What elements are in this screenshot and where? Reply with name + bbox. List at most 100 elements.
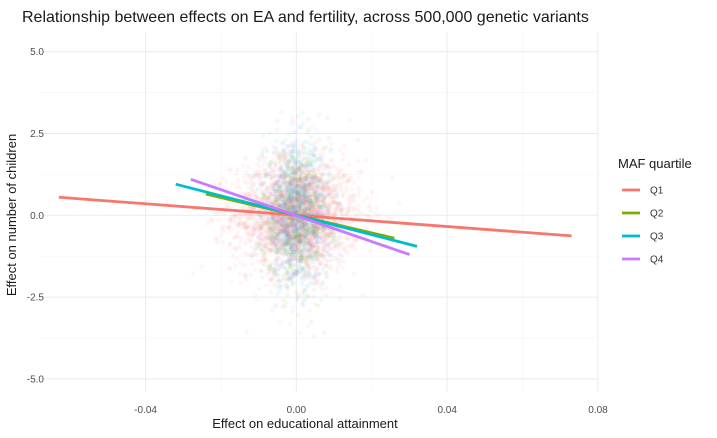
scatter-point [304, 199, 310, 205]
scatter-point [257, 213, 262, 218]
scatter-point [285, 275, 291, 281]
scatter-point [273, 215, 279, 221]
scatter-point [266, 231, 272, 237]
scatter-point [333, 199, 338, 205]
scatter-point [268, 228, 274, 234]
scatter-point [307, 252, 313, 257]
scatter-point [300, 251, 306, 257]
scatter-point [328, 157, 334, 162]
scatter-point [276, 219, 281, 225]
scatter-point [270, 242, 275, 248]
scatter-point [249, 261, 255, 267]
scatter-point [265, 185, 270, 190]
scatter-point [331, 230, 336, 235]
scatter-point [243, 274, 249, 279]
scatter-point [266, 218, 271, 223]
scatter-point [275, 239, 281, 244]
scatter-point [310, 233, 316, 239]
scatter-point [232, 213, 238, 219]
scatter-point [320, 225, 325, 231]
scatter-point [332, 183, 338, 188]
scatter-point [277, 160, 283, 166]
scatter-point [312, 193, 317, 198]
scatter-point [298, 178, 303, 184]
scatter-point [340, 193, 345, 199]
scatter-point [312, 236, 318, 242]
scatter-point [288, 194, 294, 199]
scatter-point [292, 193, 298, 199]
scatter-point [260, 181, 266, 187]
scatter-point [259, 229, 265, 235]
scatter-point [312, 198, 318, 203]
scatter-point [260, 216, 265, 221]
scatter-point [245, 164, 251, 170]
scatter-point [259, 226, 265, 231]
scatter-point [305, 238, 311, 243]
scatter-point [304, 173, 309, 178]
scatter-point [260, 224, 265, 230]
scatter-point [281, 199, 286, 205]
scatter-point [294, 184, 299, 189]
scatter-point [314, 244, 319, 250]
scatter-point [277, 320, 283, 325]
scatter-point [260, 197, 265, 202]
scatter-point [279, 222, 284, 227]
scatter-point [309, 176, 315, 181]
scatter-point [305, 117, 311, 122]
scatter-point [251, 175, 256, 181]
scatter-point [237, 185, 243, 191]
scatter-point [269, 200, 274, 206]
scatter-point [344, 185, 349, 190]
scatter-point [268, 290, 274, 295]
scatter-point [323, 237, 329, 242]
scatter-point [270, 158, 275, 163]
scatter-point [326, 205, 332, 210]
scatter-point [291, 203, 296, 208]
scatter-point [317, 283, 323, 289]
x-tick-label: 0.00 [287, 405, 307, 416]
scatter-point [300, 121, 306, 127]
scatter-point [255, 259, 261, 265]
scatter-point [328, 199, 334, 205]
scatter-point [312, 232, 318, 238]
scatter-point [323, 286, 329, 291]
scatter-point [279, 193, 285, 198]
scatter-point [325, 115, 330, 121]
scatter-point [243, 241, 248, 247]
scatter-point [277, 197, 282, 203]
scatter-point [339, 167, 345, 173]
y-tick-label: -2.5 [27, 293, 45, 304]
scatter-point [291, 178, 297, 183]
scatter-point [317, 201, 322, 206]
scatter-point [240, 225, 246, 230]
scatter-point [295, 184, 301, 189]
scatter-point [311, 287, 317, 292]
scatter-point [253, 180, 258, 185]
scatter-point [277, 226, 282, 231]
scatter-point [352, 192, 357, 198]
scatter-point [363, 157, 368, 163]
scatter-point [300, 110, 306, 116]
scatter-point [336, 240, 342, 246]
scatter-point [291, 171, 297, 177]
scatter-point [246, 206, 252, 211]
scatter-point [233, 213, 238, 219]
scatter-point [308, 198, 313, 204]
scatter-point [295, 218, 301, 223]
scatter-point [293, 241, 299, 246]
scatter-point [309, 171, 314, 176]
scatter-point [273, 240, 278, 246]
scatter-point [260, 221, 265, 227]
scatter-point [324, 184, 329, 190]
scatter-point [264, 186, 269, 192]
scatter-point [352, 198, 357, 204]
scatter-point [294, 168, 300, 173]
scatter-point [273, 256, 278, 262]
scatter-point [336, 200, 342, 205]
scatter-point [272, 238, 278, 243]
scatter-point [237, 245, 242, 250]
scatter-point [242, 174, 247, 179]
scatter-point [280, 304, 285, 310]
scatter-point [355, 138, 361, 143]
scatter-point [318, 261, 324, 266]
